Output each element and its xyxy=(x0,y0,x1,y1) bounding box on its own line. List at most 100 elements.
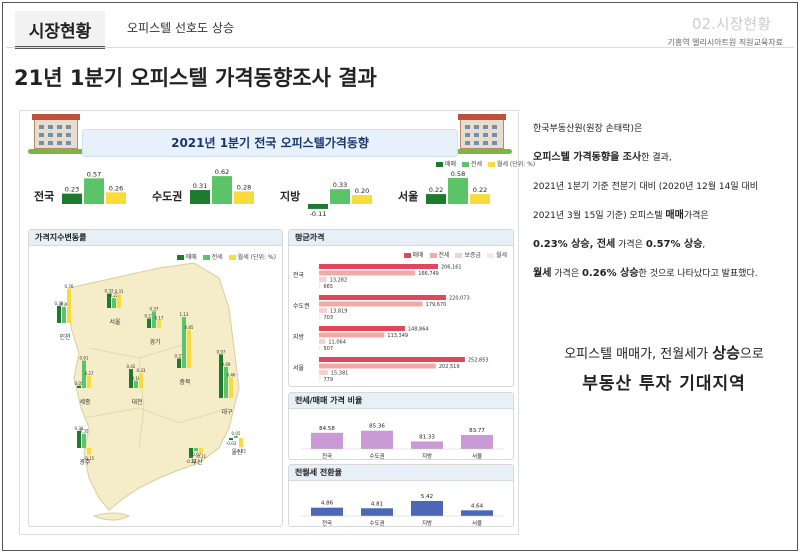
region-bar xyxy=(470,194,490,204)
avg-bar-label: 507 xyxy=(324,346,334,352)
index-legend-sale: 매매 xyxy=(185,254,197,261)
region-bar xyxy=(330,189,350,204)
building-icon-right xyxy=(458,114,506,149)
region-bar xyxy=(308,204,328,209)
map-bar xyxy=(87,448,91,455)
legend-unit: (단위: %) xyxy=(509,161,536,168)
map-bar xyxy=(87,375,91,388)
legend-jeonse: 전세 xyxy=(470,161,483,168)
bar xyxy=(461,434,493,449)
body-line-4: 2021년 3월 15일 기준) 오피스텔 매매가격은 xyxy=(533,209,795,238)
bar-category: 수도권 xyxy=(369,519,384,527)
body-line-4-text: 2021년 3월 15일 기준) 오피스텔 xyxy=(533,211,666,221)
map-bar-label: 0.76 xyxy=(65,284,74,289)
region-summary-chart: 전국 0.23 0.57 0.26 수도권 0.31 0.62 0.28 지방 -0.11 0.33… xyxy=(34,168,490,218)
region-label: 전국 xyxy=(34,189,54,203)
map-bar xyxy=(234,435,238,438)
body-line-5-d: 0.57% 상승 xyxy=(645,239,703,250)
region-bar xyxy=(352,195,372,204)
avg-legend-deposit: 보증금 xyxy=(464,252,482,259)
avg-bar-label: 166,749 xyxy=(418,271,439,277)
bar-category: 수도권 xyxy=(369,452,384,460)
map-bar-label: -0.22 xyxy=(186,459,197,464)
map-bar-label: 0.05 xyxy=(75,381,84,386)
body-line-6: 월세 가격은 0.26% 상승한 것으로 나타났다고 발표했다. xyxy=(533,267,795,296)
avg-bar-label: 703 xyxy=(324,315,334,321)
body-line-5-a: 0.23% 상승 xyxy=(533,239,590,250)
map-bar xyxy=(82,433,86,448)
conversion-panel: 전월세 전환율 단위:% 4.86 전국 4.81 수도권 5.42 지방 4.64 서울 xyxy=(288,464,514,527)
map-bar-label: 0.97 xyxy=(217,349,226,354)
bar-label: 4.64 xyxy=(471,503,484,509)
legend-swatch-monthly xyxy=(487,162,495,167)
map-bar xyxy=(177,358,181,368)
bar-label: 4.81 xyxy=(371,501,383,507)
avg-bar xyxy=(319,332,385,338)
section-number: 02.시장현황 xyxy=(691,15,771,33)
map-bar-label: 1.13 xyxy=(180,312,189,317)
region-bar-label: 0.22 xyxy=(429,186,443,194)
map-bar-label: 0.32 xyxy=(105,289,114,294)
body-line-4-tail: 가격은 xyxy=(683,211,709,221)
jeju-island xyxy=(92,512,131,521)
ratio-panel-unit: 단위:% xyxy=(295,398,311,404)
map-bar xyxy=(219,354,223,398)
region-bar-label: 0.26 xyxy=(109,184,123,192)
avg-bar xyxy=(319,370,328,375)
avg-bar-label: 13,819 xyxy=(330,309,348,315)
map-bar xyxy=(107,293,111,308)
body-line-6-a: 월세 xyxy=(533,268,552,279)
section-tab[interactable]: 시장현황 xyxy=(15,11,105,49)
map-bar xyxy=(239,438,243,448)
map-place-label: 대구 xyxy=(221,408,233,416)
body-line-5-c: 가격은 xyxy=(615,240,646,250)
map-bar xyxy=(157,320,161,328)
korea-map: 인천0.380.360.76서울0.320.220.31경기0.210.370.… xyxy=(55,262,247,521)
bar xyxy=(361,508,393,516)
avg-legend-monthly: 월세 xyxy=(495,252,507,259)
avg-bar-label: 202,519 xyxy=(439,364,460,370)
region-bar xyxy=(448,177,468,204)
infographic: 2021년 1분기 전국 오피스텔가격동향 매매 전세 월세 (단위: %) 전… xyxy=(19,110,535,535)
map-bar xyxy=(152,311,156,328)
map-bar xyxy=(194,448,198,452)
map-bar xyxy=(82,360,86,388)
avg-bar-label: 665 xyxy=(324,284,334,290)
map-bar-label: 0.38 xyxy=(55,301,64,306)
map-bar-label: 0.37 xyxy=(150,306,159,311)
body-line-4-bold: 매매 xyxy=(665,210,684,221)
body-line-1-text: 한국부동산원(원장 손태락)은 xyxy=(533,124,643,134)
bar xyxy=(361,430,393,449)
summary-1a: 오피스텔 매매가, 전월세가 xyxy=(564,347,713,362)
region-label: 수도권 xyxy=(152,190,182,203)
avg-row-label: 전국 xyxy=(293,271,305,279)
map-bar-label: 0.36 xyxy=(60,302,69,307)
avg-price-panel: 평균가격 단위: 천원 매매 전세 보증금 월세 전국 206,161 166,749… xyxy=(288,229,514,387)
bar-category: 지방 xyxy=(422,452,432,460)
avg-row-label: 지방 xyxy=(293,333,305,341)
bar xyxy=(411,441,443,449)
avg-bar-label: 206,161 xyxy=(441,265,462,271)
avg-legend-sale: 매매 xyxy=(412,252,424,259)
body-line-2-text: 한 결과, xyxy=(641,153,672,163)
map-bar-label: 0.31 xyxy=(115,289,124,294)
body-line-3: 2021년 1분기 기준 전분기 대비 (2020년 12월 14일 대비 xyxy=(533,180,795,209)
map-bar-label: 0.69 xyxy=(222,362,231,367)
conv-panel-title: 전월세 전환율 xyxy=(295,468,342,477)
region-bar-label: 0.28 xyxy=(237,183,251,191)
index-panel-title: 가격지수변동률 xyxy=(35,233,87,242)
bar-category: 서울 xyxy=(472,452,482,460)
conv-panel-unit: 단위:% xyxy=(295,470,311,476)
map-bar-label: 0.21 xyxy=(175,354,184,359)
bar-label: 4.86 xyxy=(321,501,334,507)
map-bar xyxy=(62,306,66,323)
avg-bar-label: 113,349 xyxy=(387,333,408,339)
region-bar xyxy=(84,178,104,204)
region-label: 서울 xyxy=(398,189,418,203)
map-bar xyxy=(77,385,81,388)
map-bar-label: 0.38 xyxy=(75,426,84,431)
map-bar-label: 0.05 xyxy=(232,431,241,436)
region-bar xyxy=(106,192,126,204)
map-bar xyxy=(187,329,191,368)
avg-bar xyxy=(319,264,438,269)
